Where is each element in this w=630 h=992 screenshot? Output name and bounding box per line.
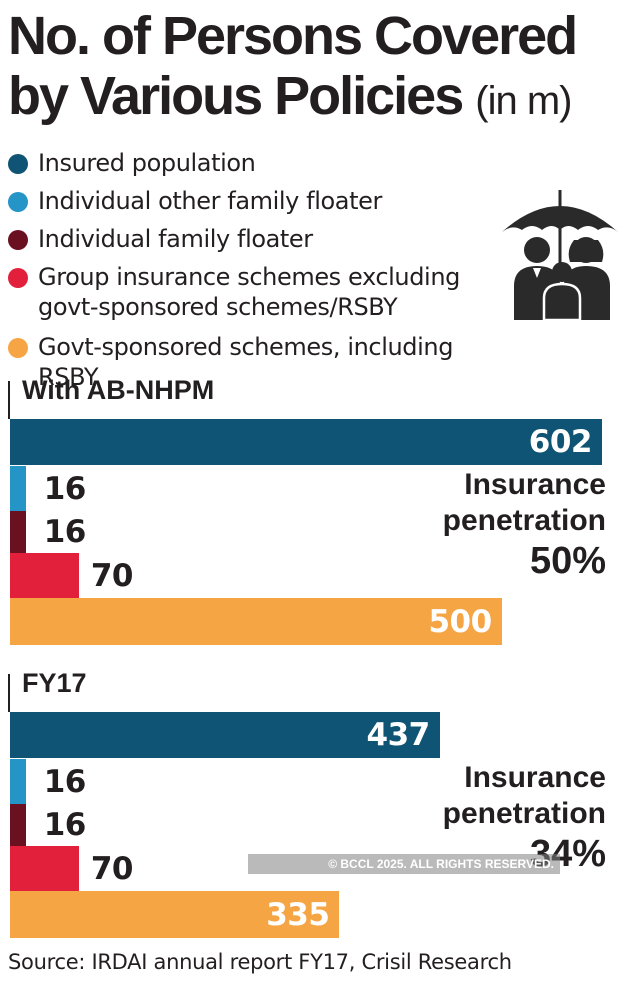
bar-value-label: 16 <box>43 514 87 550</box>
bar <box>10 759 26 805</box>
legend-swatch <box>8 230 28 250</box>
bar-value-label: 437 <box>366 717 431 753</box>
legend-item: Group insurance schemes excluding govt-sp… <box>8 262 508 322</box>
penetration-label-line-2: penetration <box>442 797 606 830</box>
legend-swatch <box>8 338 28 358</box>
title-line-2-wrap: by Various Policies (in m) <box>8 66 608 131</box>
panel-rule <box>8 381 10 419</box>
legend-swatch <box>8 192 28 212</box>
panel-rule <box>8 674 10 712</box>
bar-value-label: 70 <box>90 850 134 887</box>
legend-swatch <box>8 154 28 174</box>
legend-item: Govt-sponsored schemes, including RSBY <box>8 332 508 392</box>
bar-value-label: 602 <box>528 424 593 460</box>
legend-label: Govt-sponsored schemes, including RSBY <box>38 333 454 391</box>
penetration-label-line-1: Insurance <box>464 468 606 501</box>
legend-label: Individual other family floater <box>38 187 382 215</box>
title-line-1: No. of Persons Covered <box>8 6 578 66</box>
legend: Insured population Individual other famil… <box>8 148 508 400</box>
bar <box>10 891 340 938</box>
panel-label: With AB-NHPM <box>22 375 215 405</box>
legend-label: Individual family floater <box>38 225 313 253</box>
bar <box>10 419 602 465</box>
title-unit: (in m) <box>475 79 572 123</box>
penetration-note: Insurance penetration 34% <box>443 760 606 876</box>
bar <box>10 712 440 758</box>
bar-value-label: 16 <box>43 471 87 507</box>
legend-item: Insured population <box>8 148 508 178</box>
bar-value-label: 70 <box>90 557 134 594</box>
legend-label: Insured population <box>38 149 256 177</box>
panel-label: FY17 <box>22 668 87 698</box>
penetration-label-line-2: penetration <box>442 504 606 537</box>
bar-value-label: 16 <box>43 807 87 843</box>
family-umbrella-icon <box>502 190 618 320</box>
penetration-label-line-1: Insurance <box>464 761 606 794</box>
penetration-value: 50% <box>529 540 606 582</box>
legend-item: Individual family floater <box>8 224 508 254</box>
title-line-2: by Various Policies <box>8 66 464 126</box>
bar-value-label: 16 <box>43 764 87 800</box>
legend-label: govt-sponsored schemes/RSBY <box>38 293 398 321</box>
chart-title: No. of Persons Covered by Various Polici… <box>8 6 608 131</box>
bar-value-label: 500 <box>428 603 492 640</box>
legend-item: Individual other family floater <box>8 186 508 216</box>
legend-label: Group insurance schemes excluding <box>38 263 460 291</box>
bar <box>10 846 79 891</box>
bar <box>10 466 26 512</box>
legend-swatch <box>8 268 28 288</box>
penetration-note: Insurance penetration 50% <box>443 467 606 583</box>
watermark: © BCCL 2025. ALL RIGHTS RESERVED. <box>248 854 560 874</box>
bar <box>10 553 79 598</box>
source-note: Source: IRDAI annual report FY17, Crisil… <box>8 950 512 974</box>
bar <box>10 598 502 645</box>
bar <box>10 804 26 846</box>
bar <box>10 511 26 553</box>
bar-value-label: 335 <box>266 896 330 933</box>
